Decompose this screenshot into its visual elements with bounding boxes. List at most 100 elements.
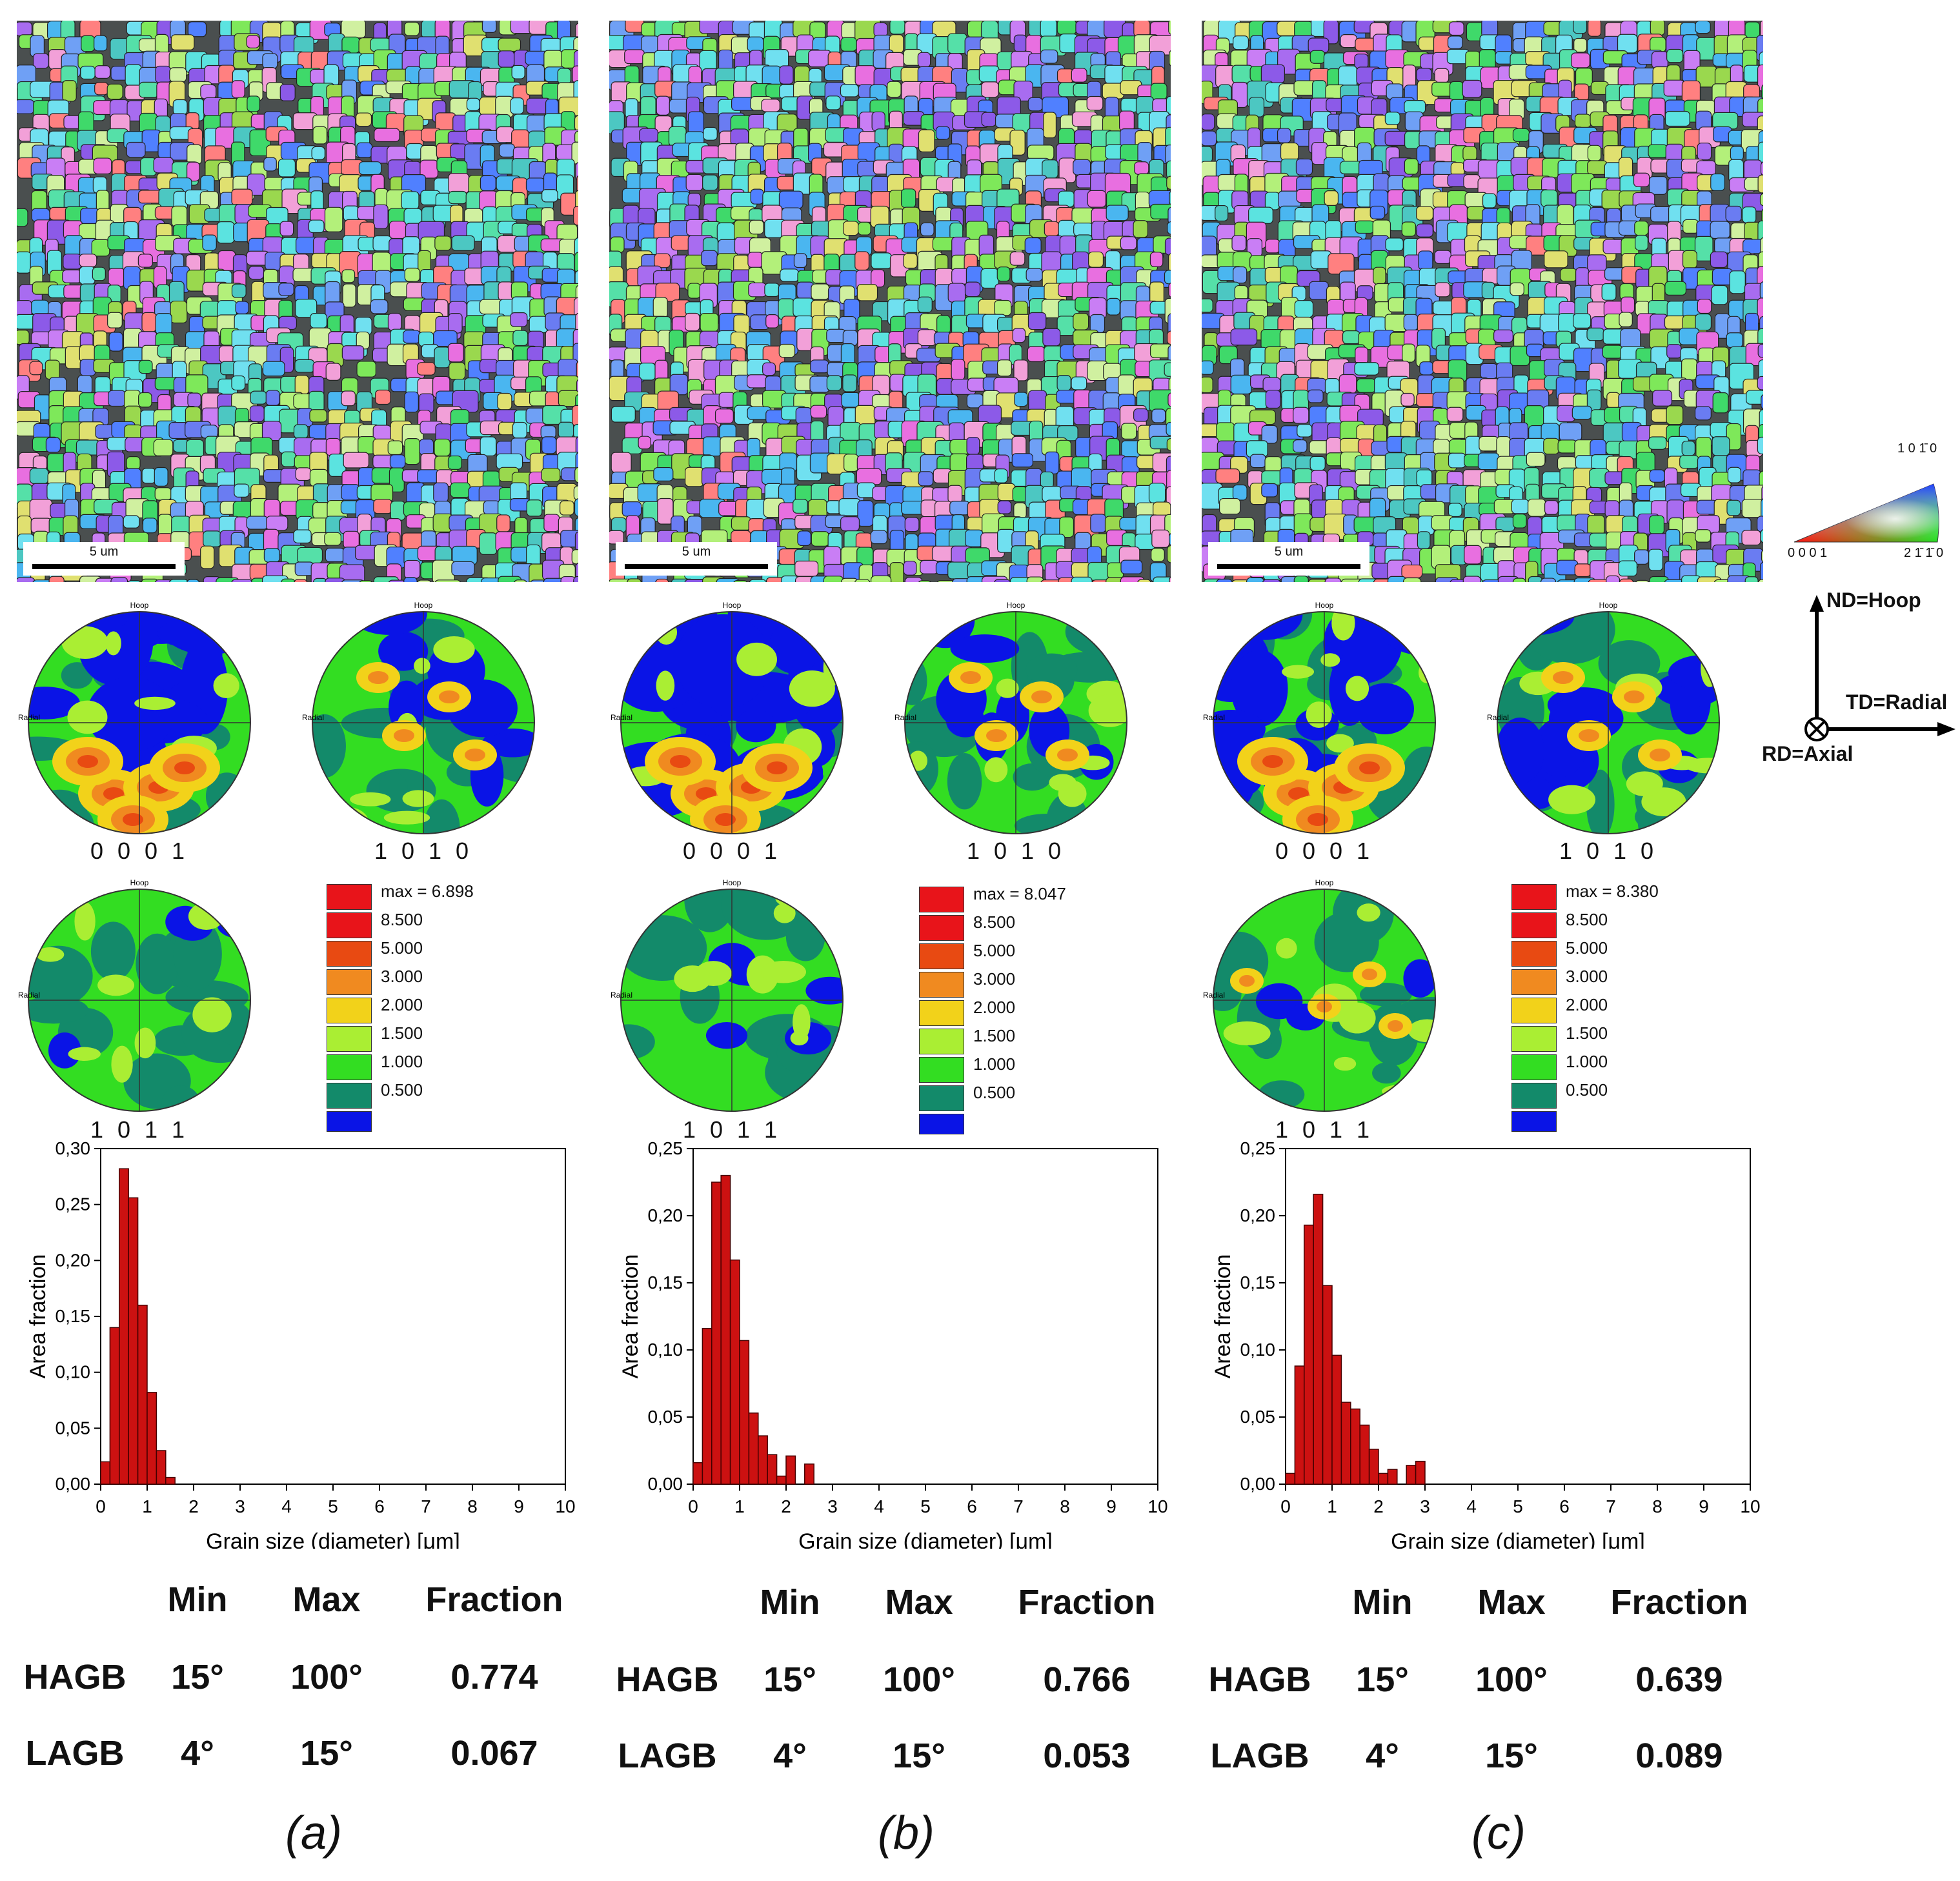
grain — [1106, 297, 1120, 316]
grain — [496, 514, 510, 532]
legend-swatch — [1511, 1054, 1557, 1080]
grain — [110, 577, 128, 582]
histogram-bar — [711, 1182, 722, 1485]
grain — [609, 530, 624, 545]
grain — [1664, 110, 1690, 127]
grain — [1215, 205, 1229, 222]
panel-a: 5 um Hoop Radial 0 0 0 1 Hoop Radial 1 0 1… — [17, 0, 611, 1881]
header-min: Min — [167, 1580, 228, 1619]
grain — [1118, 110, 1135, 132]
grain — [1574, 563, 1591, 578]
grain — [1697, 299, 1712, 314]
grain — [1166, 176, 1171, 190]
grain — [797, 530, 811, 547]
grain — [139, 81, 159, 98]
grain — [125, 64, 142, 86]
x-tick-label: 2 — [188, 1496, 199, 1516]
pf-contour — [28, 945, 93, 1006]
grain — [1202, 360, 1214, 375]
grain — [1601, 283, 1617, 301]
grain — [1619, 312, 1633, 327]
grain — [625, 21, 645, 33]
pf-contour — [1308, 813, 1328, 826]
grain — [857, 500, 874, 527]
grain — [1056, 375, 1071, 391]
pf-contour — [1359, 761, 1380, 774]
grain — [154, 467, 168, 487]
pole-figure-1010: Hoop Radial 1 0 1 0 — [301, 600, 546, 864]
grain — [1090, 514, 1107, 533]
y-tick-label: 0,05 — [648, 1407, 683, 1427]
lagb-min: 4° — [181, 1734, 214, 1773]
legend-swatch — [919, 972, 964, 998]
grain — [716, 578, 740, 582]
grain — [1166, 438, 1171, 452]
grain — [1448, 452, 1466, 468]
grain — [343, 205, 359, 222]
grain — [1619, 578, 1634, 582]
grain — [1169, 190, 1171, 206]
grain — [652, 297, 668, 319]
grain — [981, 81, 999, 98]
grain — [1012, 328, 1026, 343]
grain — [1040, 471, 1054, 488]
x-tick-label: 9 — [514, 1496, 524, 1516]
legend-level: 0.500 — [1566, 1080, 1608, 1100]
pf-contour — [1372, 1062, 1401, 1084]
grain — [854, 579, 871, 582]
grain — [1477, 452, 1500, 470]
grain — [947, 283, 966, 303]
legend-swatch — [327, 1026, 372, 1052]
pole-figure-1011: Hoop Radial 1 0 1 1 — [17, 878, 262, 1143]
grain — [1621, 296, 1635, 314]
grain — [79, 359, 96, 376]
grain — [611, 517, 627, 533]
grain — [45, 437, 61, 453]
grain — [231, 579, 253, 582]
grain — [949, 453, 969, 472]
grain — [434, 579, 461, 582]
grain — [889, 21, 905, 35]
pf-hoop-label: Hoop — [130, 878, 149, 887]
grain — [1166, 421, 1171, 436]
grain — [809, 376, 830, 393]
grain — [841, 392, 860, 408]
grain — [574, 498, 578, 517]
grain — [403, 559, 421, 579]
grain — [1088, 251, 1104, 268]
grain — [250, 390, 267, 405]
grain — [749, 579, 767, 582]
grain — [417, 579, 432, 582]
grain — [558, 421, 574, 438]
grain — [1044, 221, 1060, 237]
legend-swatch — [327, 884, 372, 910]
pf-contour — [1223, 1021, 1271, 1046]
grain — [571, 141, 578, 165]
grain — [793, 297, 814, 317]
grain — [170, 34, 195, 51]
grain — [1618, 560, 1638, 577]
grain — [466, 97, 480, 112]
x-tick-label: 5 — [1513, 1496, 1523, 1516]
pf-contour — [656, 670, 675, 701]
grain — [1695, 529, 1712, 543]
grain — [510, 312, 528, 327]
pf-contour — [1262, 755, 1283, 768]
grain — [1230, 328, 1258, 346]
grain — [1757, 174, 1763, 194]
pole-figure-plot: Hoop Radial — [1487, 601, 1720, 834]
grain — [947, 485, 963, 503]
pole-figure-1010: Hoop Radial 1 0 1 0 — [1486, 600, 1731, 864]
scale-bar-label: 5 um — [682, 545, 711, 559]
grain — [138, 359, 153, 374]
pf-contour — [28, 687, 80, 719]
grain — [91, 239, 110, 257]
grain — [1695, 313, 1712, 331]
pf-contour — [105, 631, 121, 656]
grain — [917, 52, 931, 68]
grain — [1150, 83, 1167, 100]
grain — [918, 129, 935, 152]
pf-contour — [1049, 774, 1076, 791]
grain — [1234, 285, 1248, 301]
grain — [1071, 576, 1093, 582]
